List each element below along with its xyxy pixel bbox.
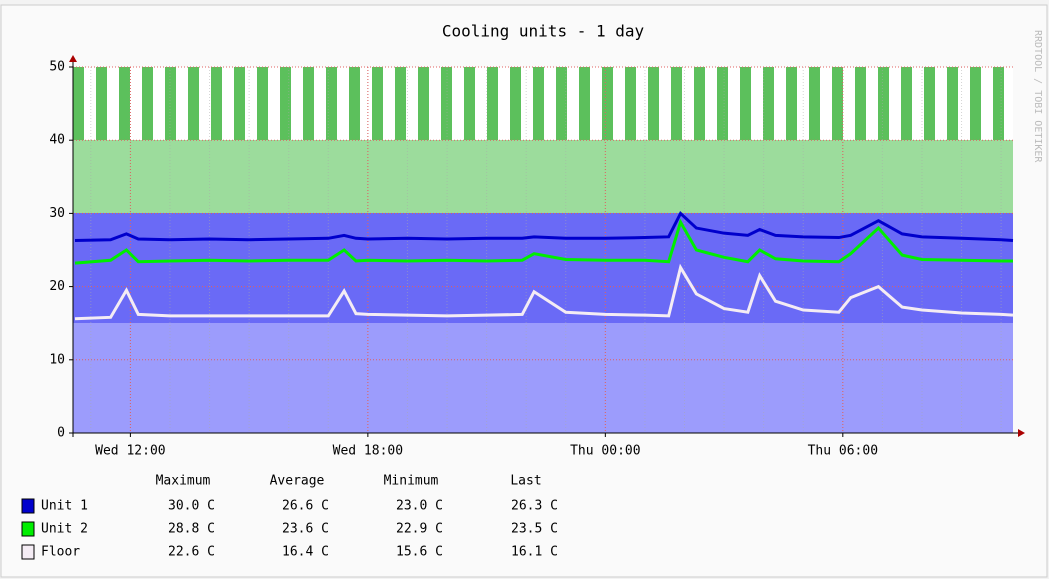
watermark: RRDTOOL / TOBI OETIKER — [1032, 30, 1043, 163]
x-tick-label: Thu 06:00 — [808, 444, 878, 459]
legend-label: Floor — [41, 545, 80, 560]
stats-value: 23.6 C — [282, 522, 329, 537]
y-tick-label: 50 — [49, 60, 65, 75]
stats-header: Last — [510, 474, 541, 489]
x-tick-label: Thu 00:00 — [570, 444, 640, 459]
band — [73, 67, 1013, 140]
legend-label: Unit 1 — [41, 499, 88, 514]
band — [73, 213, 1013, 323]
x-tick-label: Wed 12:00 — [95, 444, 165, 459]
band — [73, 323, 1013, 433]
chart-title: Cooling units - 1 day — [442, 22, 645, 41]
legend-swatch — [21, 521, 35, 537]
stats-value: 30.0 C — [168, 499, 215, 514]
y-tick-label: 20 — [49, 279, 65, 294]
stats-header: Average — [270, 474, 325, 489]
y-tick-label: 0 — [57, 426, 65, 441]
x-arrow — [1018, 429, 1025, 437]
series-line — [74, 263, 1014, 321]
band — [73, 140, 1013, 213]
stats-value: 16.1 C — [511, 545, 558, 560]
lines — [74, 210, 1014, 321]
legend-swatch — [21, 498, 35, 514]
x-tick-label: Wed 18:00 — [333, 444, 403, 459]
stats-value: 23.5 C — [511, 522, 558, 537]
series-line — [74, 218, 1013, 265]
stats-value: 26.6 C — [282, 499, 329, 514]
grid: 0 10 20 30 40 50 Wed 12:00 Wed 18:00 Thu 00:00 Th… — [49, 60, 1013, 459]
stats-value: 26.3 C — [511, 499, 558, 514]
y-arrow — [69, 55, 77, 62]
status-bands — [73, 67, 1013, 433]
y-tick-label: 30 — [49, 206, 65, 221]
stats-value: 22.9 C — [396, 522, 443, 537]
stats-value: 23.0 C — [396, 499, 443, 514]
stats-value: 22.6 C — [168, 545, 215, 560]
y-tick-label: 40 — [49, 133, 65, 148]
stats-value: 16.4 C — [282, 545, 329, 560]
stats-header: Minimum — [384, 474, 439, 489]
series-line — [74, 210, 1014, 242]
y-tick-label: 10 — [49, 352, 65, 367]
stats-header: Maximum — [156, 474, 211, 489]
stats-value: 28.8 C — [168, 522, 215, 537]
legend: Maximum Average Minimum Last Unit 1 30.0 C 26.… — [21, 474, 558, 560]
axes — [69, 55, 1025, 437]
legend-label: Unit 2 — [41, 522, 88, 537]
legend-swatch — [21, 544, 35, 560]
stats-value: 15.6 C — [396, 545, 443, 560]
